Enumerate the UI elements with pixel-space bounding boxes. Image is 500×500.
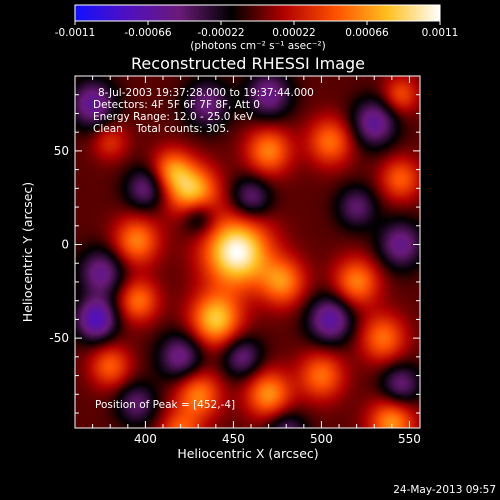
annotation-counts: Clean Total counts: 305. [93,123,229,135]
peak-position-label: Position of Peak = [452,-4] [95,399,235,411]
y-axis-ticks: -50 0 50 [49,75,420,414]
x-tick-label: 550 [398,432,421,446]
x-axis-ticks: 400 450 500 550 [74,76,421,446]
colorbar-tick-label: 0.00066 [345,27,389,39]
colorbar-ticks: -0.0011 -0.00066 -0.00022 0.00022 0.00066 0.0… [55,21,459,39]
colorbar-tick-label: 0.0011 [422,27,459,39]
annotation-time-range: 8-Jul-2003 19:37:28.000 to 19:37:44.000 [98,87,314,99]
footer-timestamp: 24-May-2013 09:57 [393,484,496,496]
annotation-energy-range: Energy Range: 12.0 - 25.0 keV [93,111,254,123]
y-tick-label: -50 [49,331,69,345]
x-tick-label: 450 [222,432,245,446]
chart-title: Reconstructed RHESSI Image [131,54,365,73]
colorbar-tick-label: 0.00022 [272,27,315,39]
x-tick-label: 500 [310,432,333,446]
colorbar-tick-label: -0.0011 [55,27,96,39]
colorbar-tick-label: -0.00066 [124,27,172,39]
plot-frame [74,75,421,429]
colorbar [74,4,441,22]
peak-marker [234,250,239,254]
y-tick-label: 50 [54,144,69,158]
heatmap-image [75,76,420,428]
x-axis-label: Heliocentric X (arcsec) [177,446,318,461]
peak-dot [234,250,239,254]
y-tick-label: 0 [61,238,69,252]
colorbar-tick-label: -0.00022 [197,27,244,39]
annotation-block: 8-Jul-2003 19:37:28.000 to 19:37:44.000 … [93,87,314,135]
x-tick-label: 400 [134,432,157,446]
annotation-detectors: Detectors: 4F 5F 6F 7F 8F, Att 0 [93,99,260,111]
colorbar-label: (photons cm⁻² s⁻¹ asec⁻²) [190,40,325,52]
y-axis-label: Heliocentric Y (arcsec) [20,182,35,322]
